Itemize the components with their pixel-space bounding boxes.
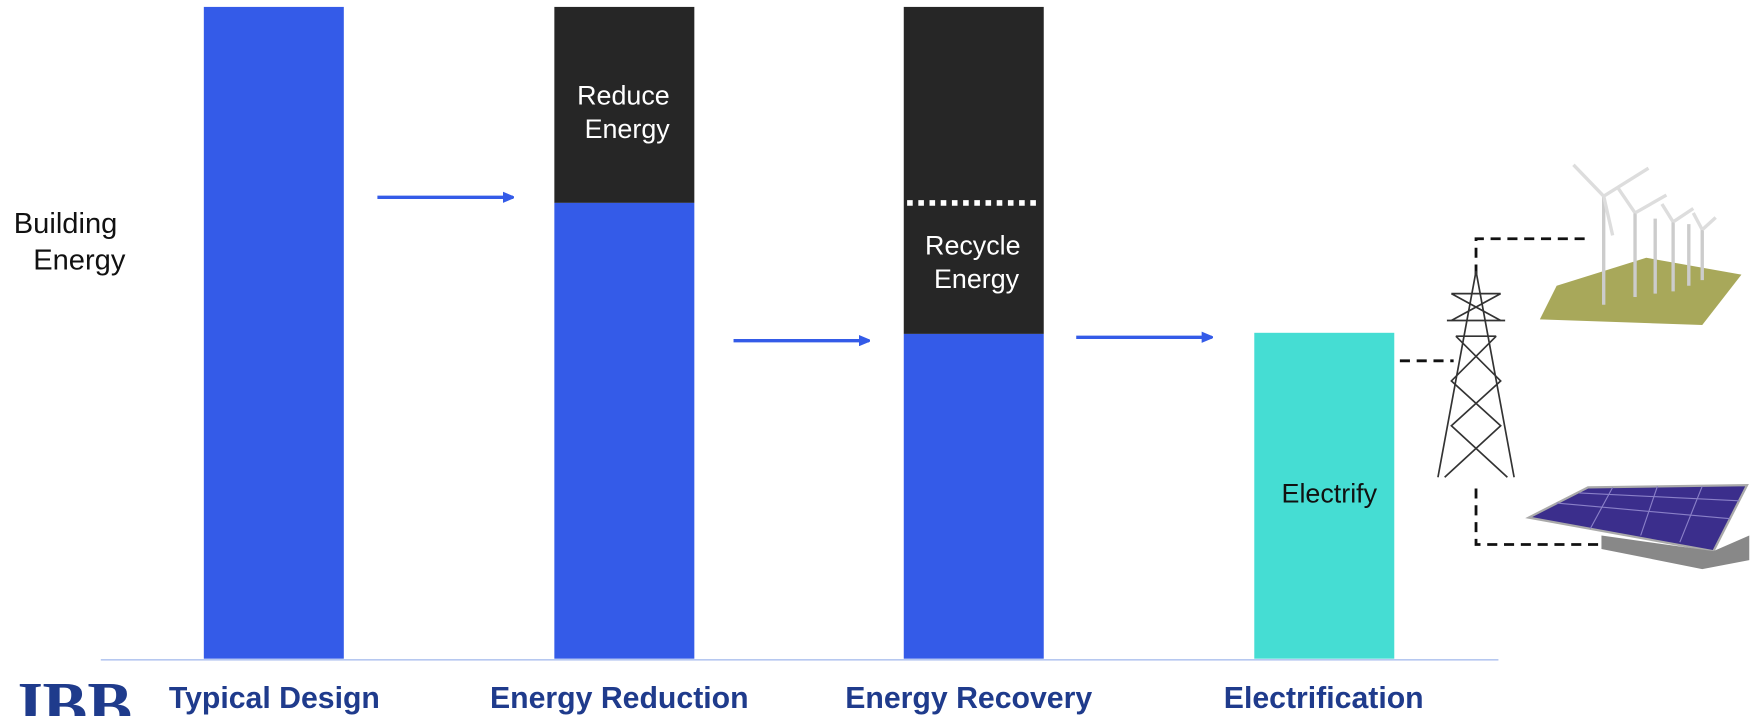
bar-recovery-base (903, 333, 1044, 659)
text-line: Energy (585, 114, 671, 144)
segment-label: Electrify (1282, 478, 1378, 508)
bar-typical (203, 6, 344, 659)
connections (1399, 237, 1604, 546)
stage-label: Energy Recovery (845, 682, 1092, 715)
logo: JBB (9, 668, 132, 716)
bar-recycle (903, 6, 1044, 334)
segment-label: Reduce Energy (577, 80, 677, 144)
stage-label: Typical Design (169, 682, 380, 715)
text-line: Recycle (925, 230, 1028, 260)
stage-label: Energy Reduction (490, 682, 749, 715)
text-line: Energy (934, 264, 1020, 294)
text-line: Energy (33, 245, 126, 277)
y-label: Building Energy (14, 208, 126, 276)
tower (1437, 271, 1515, 478)
solar-panels (1525, 483, 1750, 570)
text-line: Building (14, 208, 126, 240)
bar-electrify (1254, 332, 1395, 659)
bar-reduction-base (554, 202, 695, 659)
wind-farm (1539, 163, 1742, 325)
text-line: Reduce (577, 80, 677, 110)
stage-label: Electrification (1224, 682, 1424, 715)
bar-reduce (554, 6, 695, 203)
segment-label: Recycle Energy (925, 230, 1028, 294)
